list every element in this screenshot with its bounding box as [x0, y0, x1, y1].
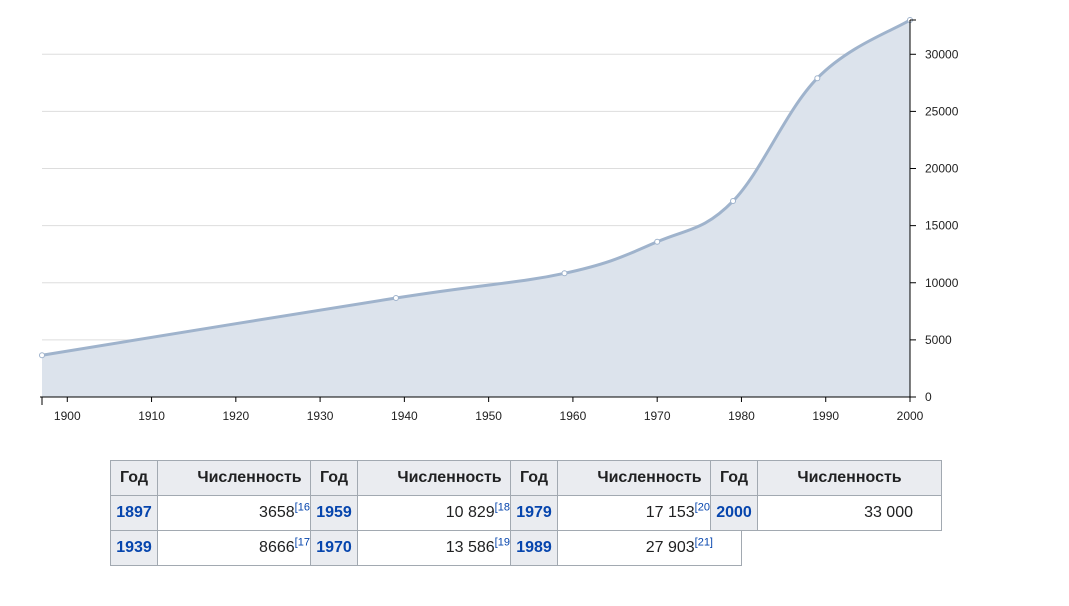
reference-link[interactable]: [21]	[694, 536, 713, 549]
x-tick-label: 1920	[222, 409, 249, 423]
x-tick-label: 1970	[644, 409, 671, 423]
value-text: 33 000	[864, 504, 913, 521]
data-point	[39, 352, 45, 359]
y-axis: 0 5000 10000 15000 20000 25000 30000	[909, 19, 959, 404]
x-tick-label: 1980	[728, 409, 755, 423]
value-cell: 27 903[21]	[557, 530, 742, 566]
reference-link[interactable]: [17]	[294, 536, 313, 549]
data-point	[561, 270, 568, 277]
population-tables: Год Численность 1897 3658[16] 1939 8666[…	[0, 460, 1069, 600]
value-text: 8666	[259, 539, 295, 556]
y-tick-label: 5000	[925, 333, 952, 347]
value-text: 17 153	[645, 504, 695, 521]
data-points	[39, 17, 913, 359]
data-point	[814, 75, 821, 82]
year-cell[interactable]: 1959	[310, 495, 358, 531]
population-table: Год Численность 1959 10 829[18] 1970 13 …	[310, 460, 542, 566]
table-row: 1979 17 153[20]	[510, 495, 742, 531]
population-area	[42, 20, 910, 397]
data-point	[654, 238, 661, 245]
x-tick-label: 1910	[138, 409, 165, 423]
reference-link[interactable]: [18]	[494, 501, 513, 514]
data-point	[730, 198, 737, 205]
header-value: Численность	[757, 460, 942, 496]
table-row: 1970 13 586[19]	[310, 530, 542, 566]
reference-link[interactable]: [19]	[494, 536, 513, 549]
x-tick-label: 1990	[812, 409, 839, 423]
reference-link[interactable]: [20]	[694, 501, 713, 514]
header-year: Год	[710, 460, 758, 496]
table-row: 1939 8666[17]	[110, 530, 342, 566]
table-row: 1897 3658[16]	[110, 495, 342, 531]
table-row: 1989 27 903[21]	[510, 530, 742, 566]
y-tick-label: 15000	[925, 219, 959, 233]
value-text: 10 829	[445, 504, 495, 521]
y-tick-label: 0	[925, 390, 932, 404]
x-tick-label: 1940	[391, 409, 418, 423]
table-row: 1959 10 829[18]	[310, 495, 542, 531]
y-tick-label: 20000	[925, 162, 959, 176]
year-cell[interactable]: 1989	[510, 530, 558, 566]
x-tick-label: 2000	[897, 409, 924, 423]
x-tick-label: 1900	[54, 409, 81, 423]
value-cell: 33 000	[757, 495, 942, 531]
population-table: Год Численность 2000 33 000	[710, 460, 942, 531]
year-cell[interactable]: 1897	[110, 495, 158, 531]
population-table: Год Численность 1979 17 153[20] 1989 27 …	[510, 460, 742, 566]
population-chart: 1900 1910 1920 1930 1940 1950 1960 1970 1980 1990…	[39, 17, 959, 423]
reference-link[interactable]: [16]	[294, 501, 313, 514]
year-cell[interactable]: 2000	[710, 495, 758, 531]
x-axis: 1900 1910 1920 1930 1940 1950 1960 1970 1980 1990…	[40, 396, 924, 423]
header-year: Год	[510, 460, 558, 496]
year-cell[interactable]: 1970	[310, 530, 358, 566]
value-text: 3658	[259, 504, 295, 521]
header-year: Год	[310, 460, 358, 496]
population-line	[41, 18, 911, 357]
header-year: Год	[110, 460, 158, 496]
value-text: 13 586	[445, 539, 495, 556]
value-text: 27 903	[645, 539, 695, 556]
x-tick-label: 1950	[475, 409, 502, 423]
year-cell[interactable]: 1939	[110, 530, 158, 566]
y-tick-label: 25000	[925, 104, 959, 118]
population-table: Год Численность 1897 3658[16] 1939 8666[…	[110, 460, 342, 566]
year-cell[interactable]: 1979	[510, 495, 558, 531]
x-tick-label: 1930	[307, 409, 334, 423]
x-tick-label: 1960	[560, 409, 587, 423]
y-tick-label: 10000	[925, 276, 959, 290]
data-point	[392, 294, 399, 301]
y-tick-label: 30000	[925, 47, 959, 61]
table-row: 2000 33 000	[710, 495, 942, 531]
